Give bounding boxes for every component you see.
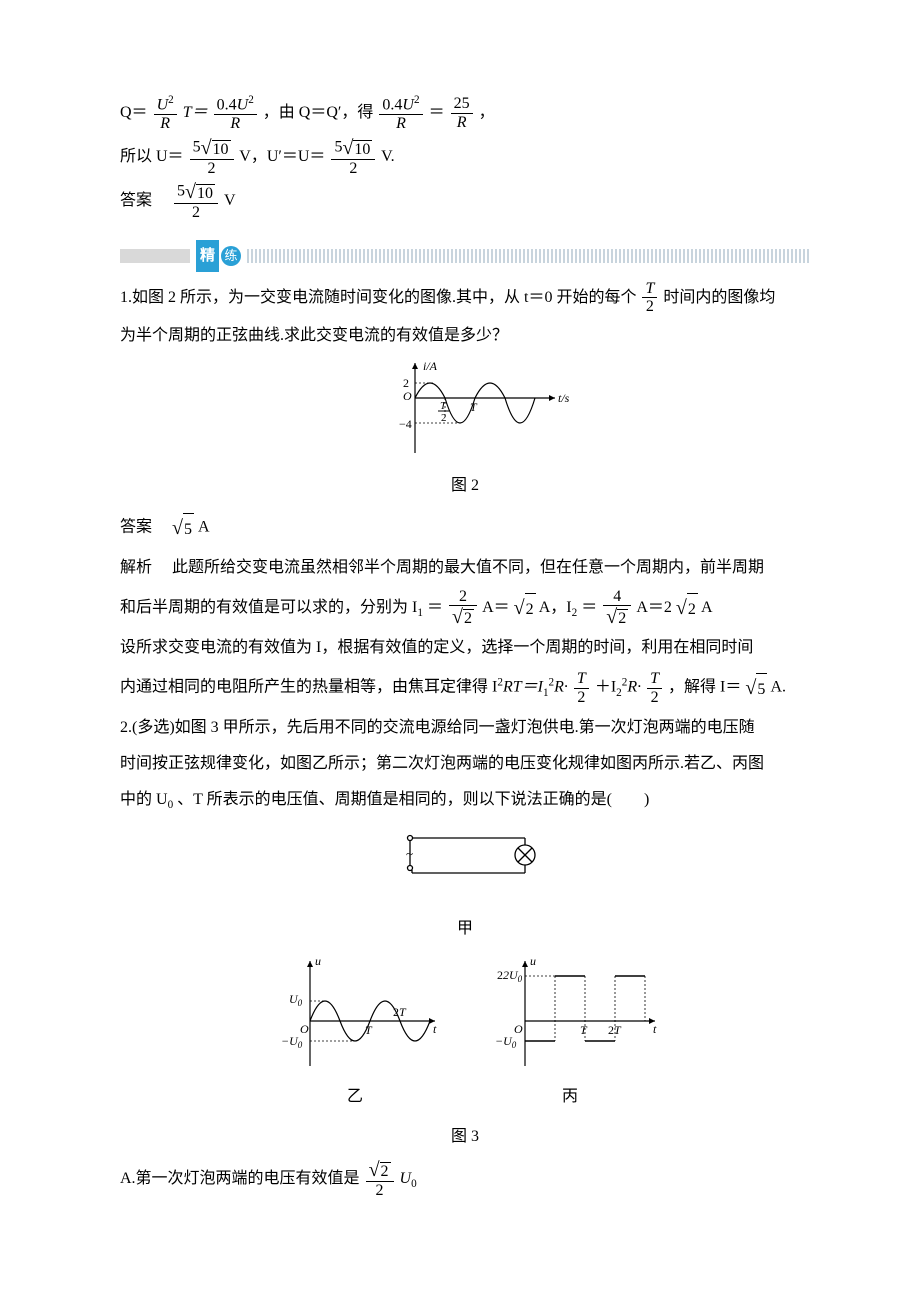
num: U [157, 96, 169, 113]
jia-label: 甲 [120, 913, 810, 945]
svg-text:2T: 2T [608, 1023, 622, 1037]
q1-answer: 答案 √5 A [120, 508, 810, 548]
frac: 4 √2 [603, 588, 631, 629]
graph-bing: u t 22U0 −U0 O T 2T [475, 951, 665, 1081]
den: R [214, 114, 257, 133]
explain-label: 解析 [120, 559, 168, 576]
q2-text-2: 时间按正弦规律变化，如图乙所示；第二次灯泡两端的电压变化规律如图丙所示.若乙、丙… [120, 748, 810, 780]
badge: 精 练 [196, 240, 241, 272]
svg-text:O: O [514, 1022, 523, 1036]
svg-text:T: T [580, 1023, 588, 1037]
den: R [451, 113, 473, 132]
txt: V. [381, 147, 395, 164]
frac-3: 0.4U2 R [379, 94, 422, 133]
q1-text-line2: 为半个周期的正弦曲线.求此交变电流的有效值是多少？ [120, 320, 810, 352]
frac-ans: 5√10 2 [174, 181, 218, 222]
num: 25 [451, 95, 473, 113]
q2-text-3: 中的 U0 、T 所表示的电压值、周期值是相同的，则以下说法正确的是( ) [120, 784, 810, 817]
txt: A [198, 519, 210, 536]
svg-text:−U0: −U0 [281, 1034, 303, 1050]
txt: V，U′＝U＝ [239, 147, 325, 164]
answer-label: 答案 [120, 519, 168, 536]
y-axis-label: i/A [423, 359, 438, 373]
txt: ＝ [429, 104, 445, 121]
den: R [154, 114, 177, 133]
svg-text:u: u [315, 954, 321, 968]
derivation-answer: 答案 5√10 2 V [120, 181, 810, 222]
svg-text:t: t [433, 1022, 437, 1036]
figure-2: i/A t/s 2 −4 O T T 2 图 2 [120, 358, 810, 502]
svg-text:u: u [530, 954, 536, 968]
grey-block [120, 249, 190, 263]
answer-label: 答案 [120, 192, 168, 209]
bing-label: 丙 [475, 1081, 665, 1113]
frac-5: 5√10 2 [190, 137, 234, 178]
svg-text:2: 2 [441, 412, 447, 424]
svg-text:T: T [365, 1023, 373, 1037]
svg-text:2T: 2T [393, 1005, 407, 1019]
figure-3: ~ 甲 [120, 823, 810, 1153]
frac-6: 5√10 2 [331, 137, 375, 178]
ytick-bot: −4 [399, 417, 412, 431]
derivation-line-2: 所以 U＝ 5√10 2 V，U′＝U＝ 5√10 2 V. [120, 137, 810, 178]
txt: 所以 U＝ [120, 147, 184, 164]
svg-text:~: ~ [406, 846, 413, 861]
svg-text:T: T [440, 400, 447, 412]
figure-2-label: 图 2 [120, 470, 810, 502]
frac-2: 0.4U2 R [214, 94, 257, 133]
q1-explanation-1: 解析 此题所给交变电流虽然相邻半个周期的最大值不同，但在任意一个周期内，前半周期 [120, 552, 810, 584]
svg-text:22U0: 22U0 [497, 968, 523, 984]
q1-graph: i/A t/s 2 −4 O T T 2 [355, 358, 575, 468]
frac-4: 25 R [451, 95, 473, 131]
txt: ， [479, 104, 495, 121]
xtick-T: T [470, 400, 478, 414]
hatch-bar [247, 249, 810, 263]
svg-text:U0: U0 [289, 992, 303, 1008]
origin: O [403, 389, 412, 403]
x-axis-label: t/s [558, 391, 570, 405]
txt: 此题所给交变电流虽然相邻半个周期的最大值不同，但在任意一个周期内，前半周期 [172, 559, 764, 576]
q1-explanation-3: 设所求交变电流的有效值为 I，根据有效值的定义，选择一个周期的时间，利用在相同时… [120, 632, 810, 664]
yi-label: 乙 [265, 1081, 445, 1113]
txt: V [224, 192, 236, 209]
badge-lian: 练 [221, 246, 241, 266]
section-divider: 精 练 [120, 240, 810, 272]
figure-3-label: 图 3 [120, 1121, 810, 1153]
derivation-line-1: Q＝ U2 R T＝ 0.4U2 R ，由 Q＝Q′，得 0.4U2 R ＝ 2… [120, 94, 810, 133]
graph-yi-wrap: u t U0 −U0 O T 2T 乙 [265, 951, 445, 1113]
svg-text:O: O [300, 1022, 309, 1036]
txt: 时间内的图像均 [663, 288, 775, 305]
circuit-jia: ~ [360, 823, 570, 913]
graph-yi: u t U0 −U0 O T 2T [265, 951, 445, 1081]
txt: T＝ [183, 104, 208, 121]
graph-bing-wrap: u t 22U0 −U0 O T 2T 丙 [475, 951, 665, 1113]
den: R [379, 114, 422, 133]
frac-T2: T 2 [642, 280, 657, 316]
q1-explanation-4: 内通过相同的电阻所产生的热量相等，由焦耳定律得 I2RT＝I12R· T2 ＋I… [120, 668, 810, 708]
sq: 2 [168, 94, 174, 106]
q1-text-line1: 1.如图 2 所示，为一交变电流随时间变化的图像.其中，从 t＝0 开始的每个 … [120, 280, 810, 316]
txt: 和后半周期的有效值是可以求的，分别为 I [120, 599, 417, 616]
svg-text:−U0: −U0 [495, 1034, 517, 1050]
frac-1: U2 R [154, 94, 177, 133]
txt: ，由 Q＝Q′，得 [263, 104, 374, 121]
frac: 2 √2 [449, 588, 477, 629]
txt: 1.如图 2 所示，为一交变电流随时间变化的图像.其中，从 t＝0 开始的每个 [120, 288, 636, 305]
ytick-top: 2 [403, 376, 409, 390]
q1-explanation-2: 和后半周期的有效值是可以求的，分别为 I1 ＝ 2 √2 A＝ √2 A，I2 … [120, 588, 810, 629]
svg-text:t: t [653, 1022, 657, 1036]
q2-option-a: A.第一次灯泡两端的电压有效值是 √2 2 U0 [120, 1159, 810, 1200]
txt: Q＝ [120, 104, 148, 121]
badge-jing: 精 [196, 240, 219, 272]
q2-text-1: 2.(多选)如图 3 甲所示，先后用不同的交流电源给同一盏灯泡供电.第一次灯泡两… [120, 712, 810, 744]
